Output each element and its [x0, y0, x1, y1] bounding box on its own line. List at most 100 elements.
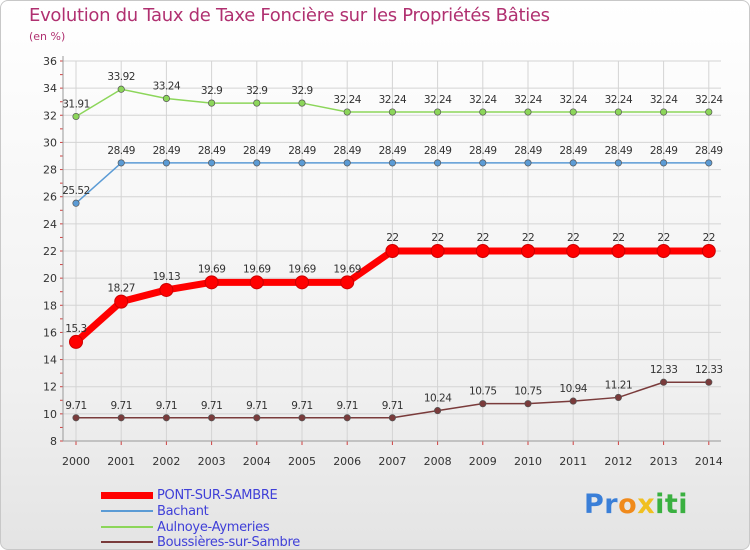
data-point — [69, 334, 83, 349]
data-point — [569, 159, 577, 167]
x-tick-label: 2001 — [107, 455, 135, 468]
data-point — [114, 294, 129, 309]
legend-swatch — [101, 541, 153, 543]
data-label: 32.24 — [559, 94, 587, 106]
data-label: 10.94 — [559, 383, 587, 395]
y-tick-label: 30 — [43, 136, 57, 149]
data-point — [701, 244, 716, 258]
data-label: 19.13 — [153, 271, 181, 283]
y-tick-label: 12 — [43, 381, 57, 394]
data-label: 22 — [477, 232, 489, 244]
data-point — [159, 282, 174, 297]
data-label: 32.24 — [333, 94, 361, 106]
data-point — [430, 244, 445, 258]
data-point — [298, 99, 306, 107]
data-point — [208, 159, 216, 167]
logo-letter: x — [637, 489, 656, 520]
legend-label: PONT-SUR-SAMBRE — [157, 487, 278, 503]
data-label: 28.49 — [424, 145, 452, 157]
y-tick-label: 22 — [43, 245, 57, 258]
logo-letter: o — [618, 489, 638, 520]
logo-letter: i — [678, 489, 689, 520]
logo-letter: P — [584, 489, 605, 520]
data-point — [524, 159, 532, 167]
data-point — [208, 414, 216, 422]
data-label: 18.27 — [107, 283, 135, 295]
data-label: 22 — [657, 232, 669, 244]
data-label: 28.49 — [379, 145, 407, 157]
legend-label: Aulnoye-Aymeries — [157, 519, 270, 535]
data-point — [117, 159, 125, 167]
data-point — [569, 108, 577, 116]
data-point — [479, 159, 487, 167]
data-point — [566, 244, 581, 258]
data-point — [705, 378, 713, 386]
x-tick-label: 2002 — [152, 455, 180, 468]
data-point — [253, 414, 261, 422]
y-tick-label: 20 — [43, 272, 57, 285]
data-point — [117, 414, 125, 422]
legend-label: Boussières-sur-Sambre — [157, 534, 300, 550]
data-point — [298, 414, 306, 422]
data-label: 28.49 — [559, 145, 587, 157]
data-label: 11.21 — [605, 379, 633, 391]
legend-item: Boussières-sur-Sambre — [101, 535, 300, 549]
y-tick-label: 24 — [43, 218, 57, 231]
data-label: 9.71 — [382, 400, 403, 412]
legend-swatch — [101, 491, 153, 499]
data-point — [524, 108, 532, 116]
data-point — [253, 159, 261, 167]
data-label: 32.9 — [246, 85, 267, 97]
data-label: 10.24 — [424, 393, 452, 405]
data-label: 32.9 — [201, 85, 222, 97]
y-tick-label: 18 — [43, 299, 57, 312]
y-tick-label: 32 — [43, 109, 57, 122]
legend-swatch — [101, 510, 153, 512]
data-label: 28.49 — [288, 145, 316, 157]
data-label: 19.69 — [198, 263, 226, 275]
legend-item: Bachant — [101, 504, 209, 519]
data-label: 9.71 — [156, 400, 177, 412]
data-point — [388, 159, 396, 167]
data-label: 9.71 — [246, 400, 267, 412]
data-label: 9.71 — [337, 400, 358, 412]
legend-swatch — [101, 526, 153, 528]
data-label: 28.49 — [469, 145, 497, 157]
data-point — [72, 199, 80, 207]
data-label: 28.49 — [514, 145, 542, 157]
data-label: 12.33 — [650, 364, 678, 376]
data-label: 15.3 — [65, 323, 86, 335]
data-label: 22 — [386, 232, 398, 244]
y-axis-unit-label: (en %) — [29, 30, 66, 43]
data-point — [117, 85, 125, 93]
data-point — [434, 108, 442, 116]
y-tick-label: 36 — [43, 55, 57, 68]
data-label: 22 — [522, 232, 534, 244]
data-label: 28.49 — [605, 145, 633, 157]
data-point — [614, 159, 622, 167]
data-point — [162, 159, 170, 167]
data-point — [660, 108, 668, 116]
data-label: 22 — [431, 232, 443, 244]
x-tick-label: 2011 — [559, 455, 587, 468]
data-label: 28.49 — [198, 145, 226, 157]
data-point — [343, 108, 351, 116]
x-tick-label: 2000 — [62, 455, 90, 468]
data-point — [705, 159, 713, 167]
data-label: 28.49 — [695, 145, 723, 157]
data-label: 9.71 — [291, 400, 312, 412]
data-label: 22 — [612, 232, 624, 244]
data-point — [614, 108, 622, 116]
data-label: 9.71 — [201, 400, 222, 412]
data-label: 32.24 — [424, 94, 452, 106]
x-tick-label: 2010 — [514, 455, 542, 468]
data-point — [656, 244, 671, 258]
data-point — [614, 393, 622, 401]
data-label: 32.24 — [469, 94, 497, 106]
data-label: 33.92 — [107, 71, 135, 83]
data-label: 28.49 — [333, 145, 361, 157]
x-tick-label: 2006 — [333, 455, 361, 468]
x-tick-label: 2004 — [243, 455, 271, 468]
data-label: 28.49 — [153, 145, 181, 157]
data-label: 32.24 — [695, 94, 723, 106]
